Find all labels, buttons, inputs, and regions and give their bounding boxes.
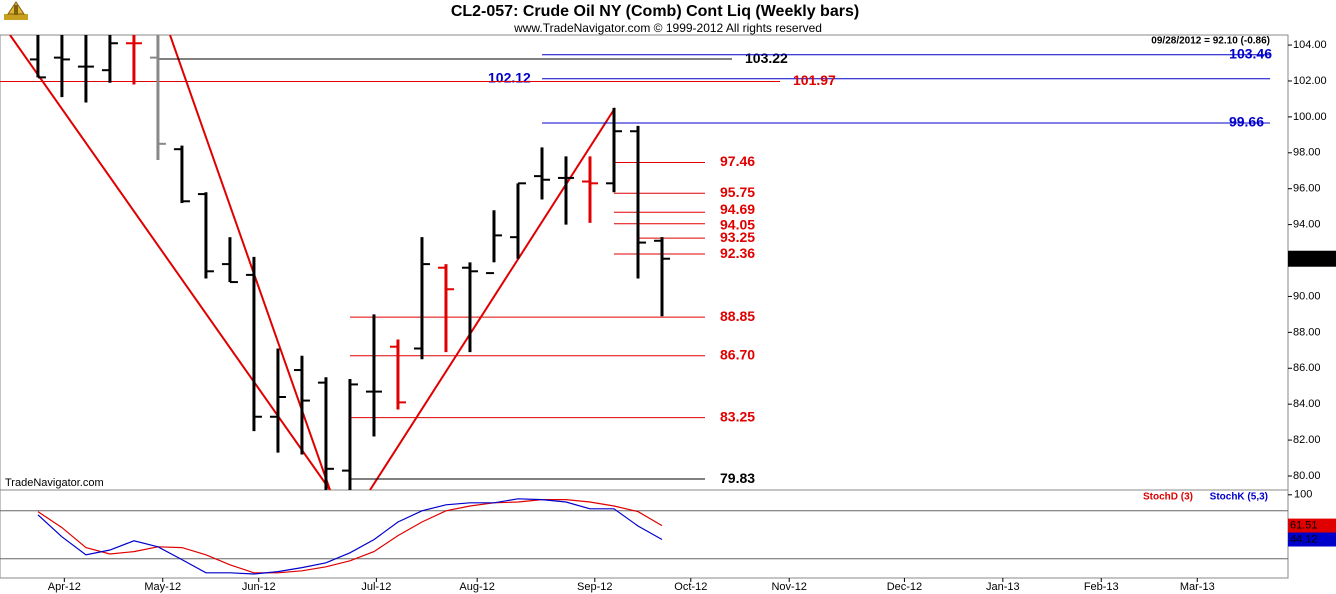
last-price-label: 92.10	[1290, 253, 1318, 265]
level-label: 99.66	[1229, 114, 1264, 130]
stoch-line	[37, 498, 663, 575]
plot-frame	[0, 34, 1289, 579]
level-label: 88.85	[720, 308, 755, 324]
y-tick-label: 82.00	[1293, 434, 1321, 446]
level-label: 101.97	[793, 72, 836, 88]
x-tick-label: Dec-12	[887, 581, 922, 593]
x-tick-label: Sep-12	[577, 581, 612, 593]
last-value-label: 61.51	[1290, 519, 1318, 531]
x-tick-label: Oct-12	[674, 581, 707, 593]
level-label: 86.70	[720, 346, 755, 362]
x-tick-label: Jan-13	[986, 581, 1020, 593]
x-tick-label: Jul-12	[361, 581, 391, 593]
x-tick-label: Mar-13	[1180, 581, 1215, 593]
level-label: 83.25	[720, 408, 755, 424]
level-label: 95.75	[720, 184, 755, 200]
level-label: 94.69	[720, 201, 755, 217]
y-tick-label: 88.00	[1293, 326, 1321, 338]
stoch-panel	[0, 498, 1288, 575]
last-price-box	[1288, 250, 1336, 267]
level-label: 94.05	[720, 216, 755, 232]
y-tick-label: 96.00	[1293, 183, 1321, 195]
y-tick-label: 86.00	[1293, 362, 1321, 374]
y-tick-label: 100	[1294, 489, 1312, 501]
stoch-line	[37, 499, 663, 574]
x-tick-label: May-12	[144, 581, 181, 593]
chart-title: CL2-057: Crude Oil NY (Comb) Cont Liq (W…	[451, 3, 859, 20]
logo	[4, 1, 28, 20]
level-label: 79.83	[720, 470, 755, 486]
x-tick-label: Apr-12	[48, 581, 81, 593]
legend-entry: StochD (3)	[1143, 492, 1193, 503]
legend-entry: StochK (5,3)	[1210, 492, 1268, 503]
level-label: 93.25	[720, 229, 755, 245]
level-label: 103.22	[745, 50, 788, 66]
y-tick-label: 94.00	[1293, 219, 1321, 231]
last-value-label: 44.12	[1290, 533, 1318, 545]
y-tick-label: 98.00	[1293, 147, 1321, 159]
level-label: 103.46	[1229, 45, 1272, 61]
y-tick-label: 80.00	[1293, 470, 1321, 482]
chart-subtitle: www.TradeNavigator.com © 1999-2012 All r…	[513, 21, 822, 35]
y-tick-label: 104.00	[1293, 39, 1327, 51]
y-tick-label: 84.00	[1293, 398, 1321, 410]
level-label: 97.46	[720, 153, 755, 169]
y-tick-label: 90.00	[1293, 290, 1321, 302]
x-tick-label: Feb-13	[1084, 581, 1119, 593]
y-tick-label: 100.00	[1293, 111, 1327, 123]
level-label: 102.12	[488, 70, 531, 86]
header-note: 09/28/2012 = 92.10 (-0.86)	[1151, 36, 1270, 47]
trend-lines	[9, 35, 616, 490]
last-value-box	[1288, 532, 1336, 547]
x-tick-label: Aug-12	[459, 581, 494, 593]
watermark: TradeNavigator.com	[5, 477, 104, 489]
x-tick-label: Nov-12	[771, 581, 806, 593]
level-label: 92.36	[720, 245, 755, 261]
last-value-box	[1288, 518, 1336, 533]
axes: 80.0082.0084.0086.0088.0090.0092.0094.00…	[48, 39, 1336, 593]
x-tick-label: Jun-12	[242, 581, 276, 593]
y-tick-label: 102.00	[1293, 75, 1327, 87]
